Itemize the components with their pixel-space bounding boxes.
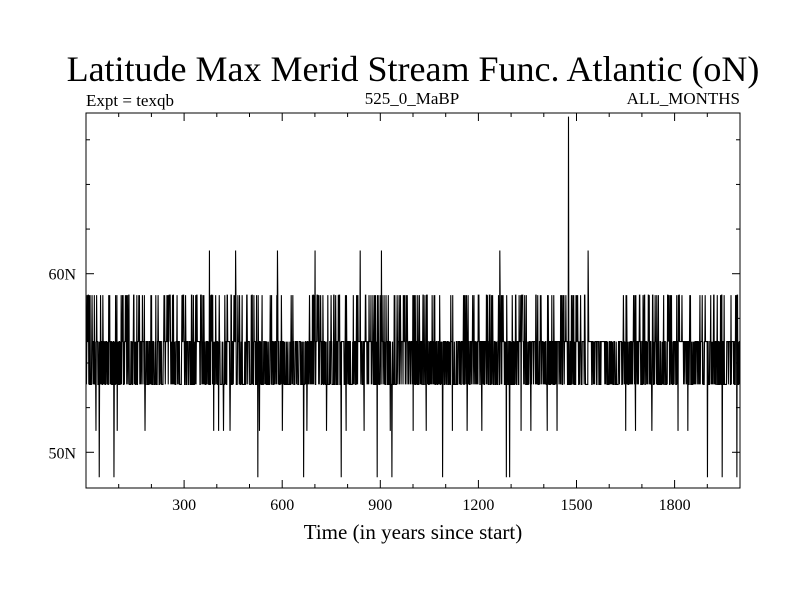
y-tick-label: 50N [48,445,76,462]
axis-ticks [86,113,740,488]
months-label: ALL_MONTHS [627,89,740,108]
x-tick-label: 900 [368,497,392,514]
experiment-label: Expt = texqb [86,91,174,110]
series-line [85,116,741,478]
y-axis-tick-labels: 50N 60N [48,267,76,463]
data-series-layer [85,116,741,478]
x-axis-tick-labels: 300 600 900 1200 1500 1800 [172,497,691,514]
period-label: 525_0_MaBP [365,89,459,108]
x-tick-label: 1800 [659,497,691,514]
chart-title: Latitude Max Merid Stream Func. Atlantic… [67,49,760,89]
x-tick-label: 1500 [561,497,593,514]
y-tick-label: 60N [48,267,76,284]
x-tick-label: 300 [172,497,196,514]
x-axis-label: Time (in years since start) [304,520,523,544]
x-tick-label: 1200 [462,497,494,514]
x-tick-label: 600 [270,497,294,514]
